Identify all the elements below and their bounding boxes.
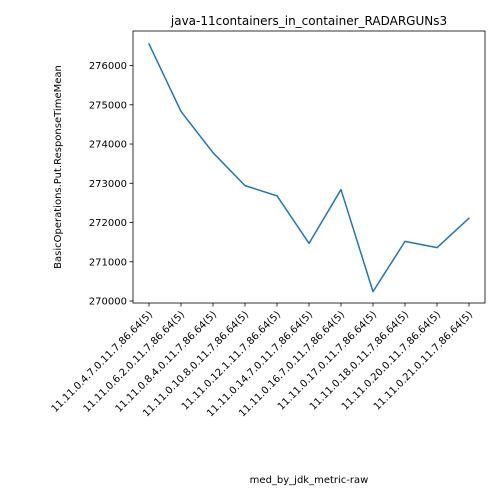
x-axis-ticks: 11.11.0.4.7.0.11.7.86.64(5)11.11.0.6.2.0… (50, 303, 475, 419)
y-tick-label: 275000 (89, 100, 127, 111)
y-tick-label: 271000 (89, 257, 127, 268)
chart-title: java-11containers_in_container_RADARGUNs… (170, 14, 447, 28)
plot-area (133, 31, 485, 303)
y-tick-label: 273000 (89, 179, 127, 190)
x-axis-label: med_by_jdk_metric-raw (250, 475, 369, 486)
series-group (148, 43, 470, 293)
y-tick-label: 274000 (89, 140, 127, 151)
y-axis-ticks: 270000 271000 272000 273000 274000 275000 2760… (89, 61, 133, 308)
series-line (148, 43, 470, 293)
y-axis-label: BasicOperations.Put.ResponseTimeMean (53, 65, 64, 269)
plot-frame (132, 30, 486, 304)
y-tick-label: 272000 (89, 218, 127, 229)
y-tick-label: 276000 (89, 61, 127, 72)
y-tick-label: 270000 (89, 297, 127, 308)
